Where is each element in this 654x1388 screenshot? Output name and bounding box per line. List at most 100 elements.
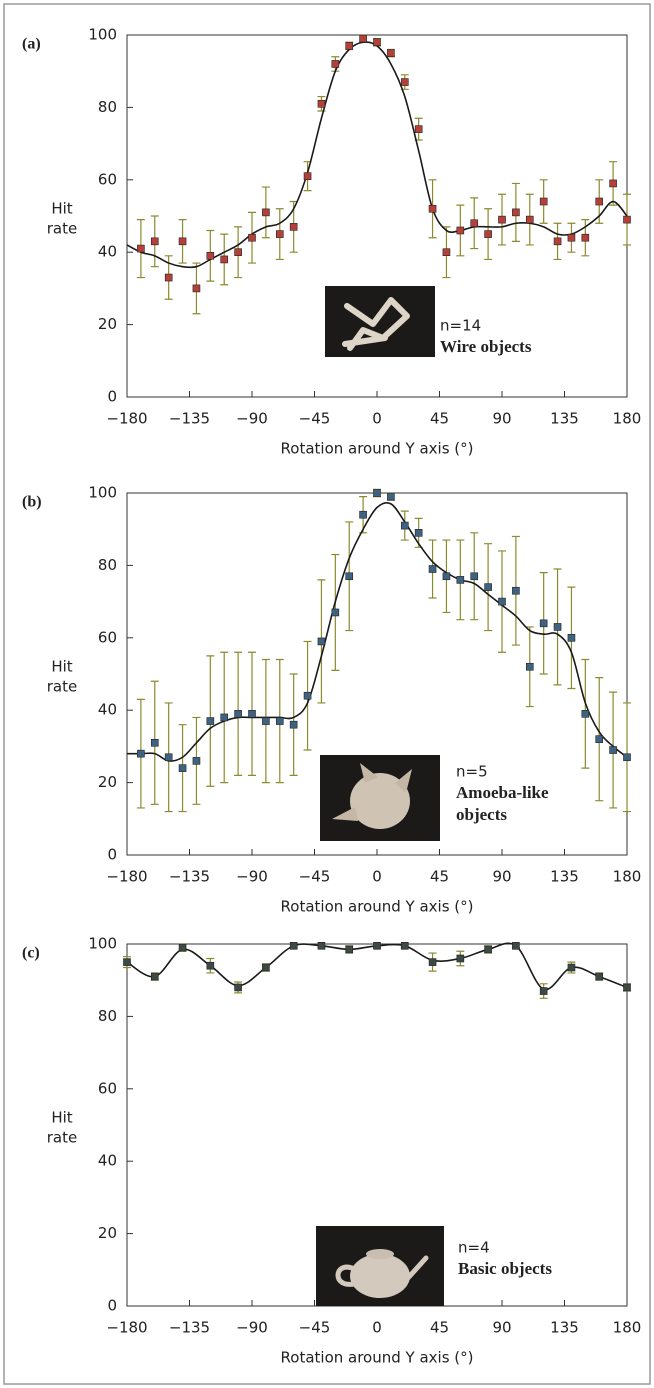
panel-label: (b) xyxy=(22,494,42,511)
annotation: Basic objects xyxy=(458,1259,552,1278)
data-point xyxy=(623,215,631,224)
data-point xyxy=(164,273,173,282)
data-point xyxy=(456,226,465,235)
data-point xyxy=(248,710,256,718)
y-tick-label: 20 xyxy=(98,773,117,791)
data-point xyxy=(595,972,604,981)
data-point xyxy=(400,942,409,950)
data-point xyxy=(623,983,631,992)
data-point xyxy=(373,489,381,497)
annotation: n=4 xyxy=(458,1239,490,1257)
data-point xyxy=(484,583,492,591)
data-point xyxy=(220,713,229,722)
teapot-parts xyxy=(335,1255,429,1287)
data-point xyxy=(234,983,242,992)
y-tick-label: 60 xyxy=(98,628,117,646)
data-point xyxy=(178,237,187,246)
y-tick-label: 0 xyxy=(107,388,117,406)
x-tick-label: −90 xyxy=(236,868,268,886)
data-point xyxy=(456,576,465,584)
data-point xyxy=(275,717,284,725)
y-tick-label: 20 xyxy=(98,1224,117,1242)
data-point xyxy=(234,248,242,256)
data-point xyxy=(373,38,381,47)
x-tick-label: 90 xyxy=(492,868,511,886)
figure-frame xyxy=(3,3,651,1385)
y-tick-label: 100 xyxy=(88,484,117,502)
data-point xyxy=(345,572,354,581)
x-tick-label: −90 xyxy=(236,410,268,428)
data-point xyxy=(150,738,159,747)
y-axis-label: Hit xyxy=(51,658,72,676)
data-point xyxy=(414,529,423,537)
data-point xyxy=(345,945,354,954)
data-point xyxy=(262,717,270,725)
data-point xyxy=(289,720,298,729)
data-point xyxy=(553,237,562,246)
y-axis-label: rate xyxy=(47,678,77,696)
data-point xyxy=(164,753,173,762)
x-tick-label: −45 xyxy=(299,410,331,428)
data-point xyxy=(317,99,326,108)
x-tick-label: 0 xyxy=(372,410,382,428)
x-tick-label: 180 xyxy=(613,868,642,886)
data-point xyxy=(275,230,284,238)
y-tick-label: 100 xyxy=(88,26,117,44)
data-point xyxy=(484,945,492,954)
data-point xyxy=(373,942,381,950)
data-point xyxy=(484,230,492,238)
data-point xyxy=(206,717,215,725)
data-point xyxy=(567,963,576,972)
data-point xyxy=(317,637,326,646)
data-point xyxy=(525,662,534,671)
x-tick-label: −135 xyxy=(169,868,210,886)
data-point xyxy=(206,961,215,970)
annotation: n=14 xyxy=(440,317,481,335)
data-point xyxy=(581,233,590,242)
data-point xyxy=(262,963,270,972)
data-point xyxy=(428,204,437,213)
data-point xyxy=(387,492,395,501)
y-tick-label: 80 xyxy=(98,556,117,574)
data-point xyxy=(400,521,409,530)
data-point xyxy=(428,958,437,966)
panel-label: (a) xyxy=(22,36,41,53)
data-point xyxy=(498,597,506,606)
data-point xyxy=(428,565,437,573)
x-tick-label: 135 xyxy=(550,868,579,886)
fit-curve xyxy=(126,502,628,762)
data-point xyxy=(512,586,520,595)
data-point xyxy=(581,710,590,718)
x-tick-label: −45 xyxy=(299,868,331,886)
data-point xyxy=(359,510,367,519)
data-point xyxy=(192,757,201,765)
y-axis-label: Hit xyxy=(51,1109,72,1127)
data-point xyxy=(442,572,451,581)
amoeba-spikes xyxy=(332,763,412,821)
data-point xyxy=(539,619,548,628)
data-point xyxy=(289,223,298,231)
teapot-lid xyxy=(366,1249,394,1259)
y-axis-label: rate xyxy=(47,220,77,238)
data-point xyxy=(539,197,548,206)
y-tick-label: 0 xyxy=(107,846,117,864)
object-image xyxy=(325,286,435,357)
panel-label: (c) xyxy=(22,945,40,962)
data-point xyxy=(192,284,201,293)
y-axis-label: Hit xyxy=(51,200,72,218)
data-point xyxy=(623,753,631,762)
x-axis-label: Rotation around Y axis (°) xyxy=(281,1349,474,1367)
data-point xyxy=(553,623,562,631)
data-point xyxy=(539,987,548,995)
y-tick-label: 60 xyxy=(98,1079,117,1097)
data-point xyxy=(178,764,187,772)
data-point xyxy=(220,255,229,264)
data-point xyxy=(595,735,604,743)
data-point xyxy=(150,972,159,981)
data-point xyxy=(567,233,576,242)
data-point xyxy=(331,60,340,68)
data-point xyxy=(595,197,604,206)
x-tick-label: 0 xyxy=(372,868,382,886)
y-tick-label: 80 xyxy=(98,98,117,116)
data-point xyxy=(248,233,256,242)
